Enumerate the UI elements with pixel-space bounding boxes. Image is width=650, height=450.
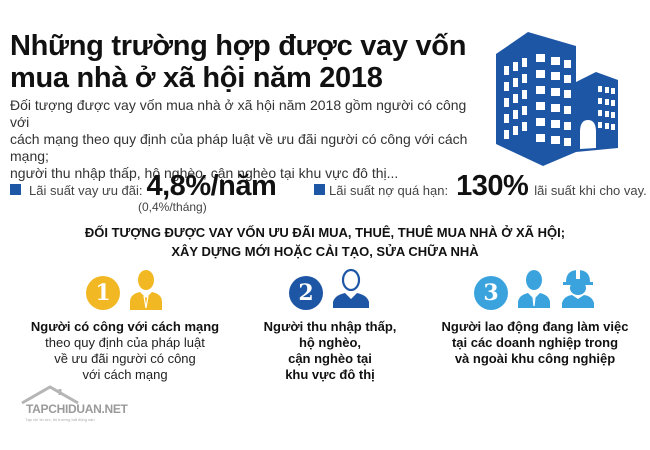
group-3: 3 Người lao động đang làm việc tại các d… bbox=[420, 268, 650, 367]
preferential-rate-label: Lãi suất vay ưu đãi: bbox=[29, 183, 143, 198]
group-2: 2 Người thu nhập thấp, hộ nghèo, cận ngh… bbox=[232, 268, 428, 383]
group-2-line: cận nghèo tại bbox=[288, 351, 372, 366]
group-1: 1 Người có công với cách mạng theo quy đ… bbox=[10, 268, 240, 383]
overdue-rate-label: Lãi suất nợ quá hạn: bbox=[329, 183, 449, 198]
group-2-line: Người thu nhập thấp, bbox=[263, 319, 397, 334]
heading-line-2: XÂY DỰNG MỚI HOẶC CẢI TẠO, SỬA CHỮA NHÀ bbox=[171, 244, 479, 259]
preferential-rate-value: 4,8%/năm bbox=[146, 170, 277, 202]
heading-line-1: ĐỐI TƯỢNG ĐƯỢC VAY VỐN ƯU ĐÃI MUA, THUÊ,… bbox=[84, 225, 566, 240]
group-1-title: Người có công với cách mạng bbox=[30, 319, 220, 334]
group-2-line: khu vực đô thị bbox=[285, 367, 375, 382]
number-badge: 1 bbox=[86, 276, 120, 310]
number-badge: 3 bbox=[474, 276, 508, 310]
businessman-icon bbox=[518, 270, 550, 308]
watermark: TAPCHIDUAN.NET Tạp chí tin tức, thị trườ… bbox=[20, 385, 130, 425]
preferential-rate: Lãi suất vay ưu đãi: 4,8%/năm bbox=[10, 170, 277, 203]
overdue-rate-tail: lãi suất khi cho vay. bbox=[534, 183, 647, 198]
watermark-name: TAPCHIDUAN.NET bbox=[26, 402, 128, 416]
watermark-tagline: Tạp chí tin tức, thị trường bất động sản bbox=[25, 417, 95, 422]
section-heading: ĐỐI TƯỢNG ĐƯỢC VAY VỐN ƯU ĐÃI MUA, THUÊ,… bbox=[0, 223, 650, 261]
overdue-rate: Lãi suất nợ quá hạn: 130% lãi suất khi c… bbox=[314, 170, 647, 203]
group-2-line: hộ nghèo, bbox=[298, 335, 362, 350]
house-logo-icon bbox=[21, 385, 79, 405]
building-icon bbox=[496, 32, 618, 166]
intro-line-2: cách mạng theo quy định của pháp luật về… bbox=[10, 131, 468, 164]
intro-line-3: người thu nhập thấp, hộ nghèo, cận nghèo… bbox=[10, 165, 399, 181]
number-badge: 2 bbox=[289, 276, 323, 310]
page-title: Những trường hợp được vay vốn mua nhà ở … bbox=[10, 30, 466, 94]
bullet-square-icon bbox=[10, 184, 21, 195]
worker-helmet-icon bbox=[562, 270, 594, 308]
intro-line-1: Đối tượng được vay vốn mua nhà ở xã hội … bbox=[10, 97, 467, 130]
title-line-2: mua nhà ở xã hội năm 2018 bbox=[10, 62, 383, 94]
group-1-line: về ưu đãi người có công bbox=[54, 351, 196, 366]
overdue-rate-value: 130% bbox=[456, 170, 529, 202]
group-1-line: với cách mạng bbox=[82, 367, 168, 382]
intro-paragraph: Đối tượng được vay vốn mua nhà ở xã hội … bbox=[10, 97, 480, 182]
bullet-square-icon bbox=[314, 184, 325, 195]
person-icon bbox=[333, 268, 369, 308]
person-suit-icon bbox=[130, 270, 162, 310]
group-3-line: và ngoài khu công nghiệp bbox=[454, 351, 616, 366]
group-3-line: tại các doanh nghiệp trong bbox=[451, 335, 619, 350]
preferential-rate-monthly: (0,4%/tháng) bbox=[138, 200, 207, 214]
group-3-line: Người lao động đang làm việc bbox=[441, 319, 629, 334]
group-1-line: theo quy định của pháp luật bbox=[45, 335, 205, 350]
title-line-1: Những trường hợp được vay vốn bbox=[10, 30, 467, 62]
